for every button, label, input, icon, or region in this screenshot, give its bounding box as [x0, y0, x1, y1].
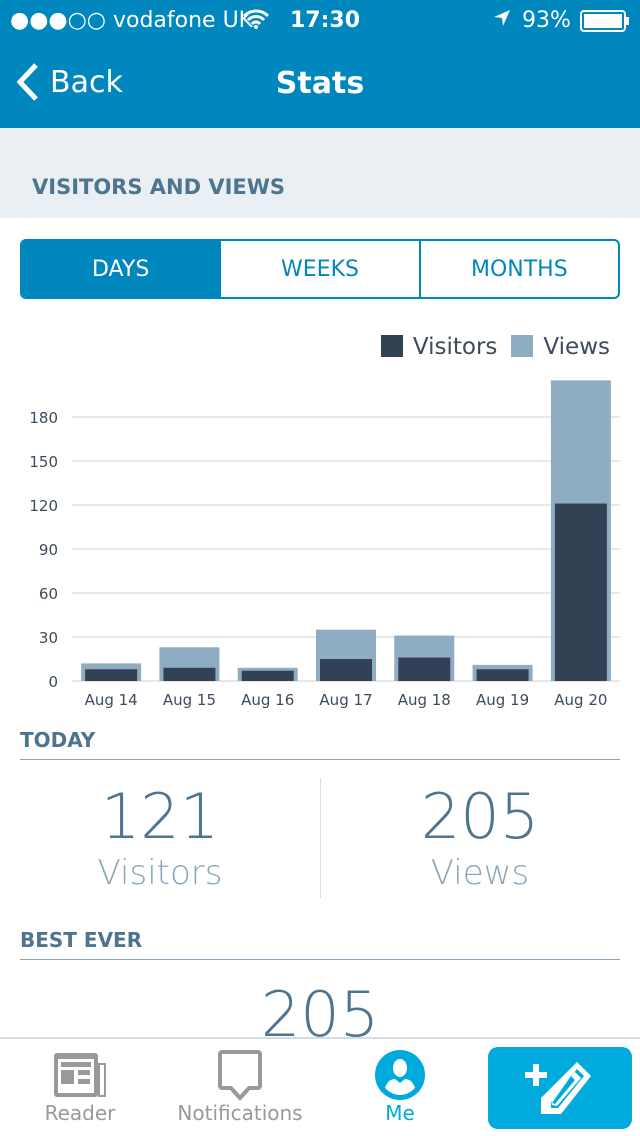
tab-me[interactable]: Me [350, 1049, 450, 1125]
tab-label: Me [385, 1101, 415, 1125]
notifications-icon [170, 1049, 310, 1101]
x-tick-label: Aug 14 [85, 691, 138, 709]
status-bar: ●●●○○ vodafone UK 17:30 93% [0, 6, 640, 36]
chevron-left-icon [16, 63, 38, 101]
today-visitors: 121 Visitors [20, 780, 300, 893]
write-icon [525, 1062, 591, 1114]
clock: 17:30 [290, 8, 361, 33]
x-tick-label: Aug 19 [476, 691, 529, 709]
legend-views: Views [511, 334, 610, 360]
bar-chart: 0 30 60 90 120 150 180 Aug 14 Aug 15 Aug 16 Aug 17… [29, 380, 620, 709]
period-segmented-control: DAYS WEEKS MONTHS [20, 239, 620, 299]
battery-icon [580, 10, 630, 38]
write-post-button[interactable] [488, 1047, 632, 1129]
visitors-label: Visitors [97, 853, 223, 893]
section-header: VISITORS AND VIEWS [0, 128, 640, 218]
carrier: ●●●○○ vodafone UK [10, 8, 254, 33]
page-title: Stats [275, 66, 365, 101]
section-title: VISITORS AND VIEWS [32, 175, 286, 199]
chart-legend: Visitors Views [380, 334, 610, 360]
x-tick-label: Aug 15 [163, 691, 216, 709]
segment-weeks[interactable]: WEEKS [219, 241, 418, 297]
visitors-swatch [380, 335, 403, 357]
visitors-bar [476, 669, 529, 681]
segment-months[interactable]: MONTHS [418, 241, 618, 297]
tab-reader[interactable]: Reader [20, 1049, 140, 1125]
y-tick-label: 30 [39, 629, 58, 647]
visitors-bar [554, 503, 607, 681]
reader-icon [20, 1049, 140, 1101]
x-tick-label: Aug 20 [554, 691, 607, 709]
battery-percent: 93% [522, 8, 571, 33]
tab-notifications[interactable]: Notifications [170, 1049, 310, 1125]
divider [20, 959, 620, 960]
views-count: 205 [420, 780, 540, 853]
segment-days[interactable]: DAYS [22, 241, 220, 297]
back-button[interactable]: Back [14, 62, 123, 102]
y-tick-label: 180 [29, 409, 58, 427]
divider [320, 778, 321, 898]
y-tick-label: 0 [48, 673, 58, 691]
tab-bar: Reader Notifications Me [0, 1037, 640, 1136]
legend-visitors: Visitors [380, 334, 497, 360]
location-icon [492, 8, 512, 34]
visitors-bar [320, 659, 372, 681]
visitors-count: 121 [100, 780, 220, 853]
visitors-bar [241, 670, 294, 681]
y-tick-label: 120 [29, 497, 58, 515]
me-icon [350, 1049, 450, 1101]
y-tick-label: 90 [39, 541, 58, 559]
back-label: Back [50, 64, 123, 100]
wifi-icon [242, 8, 270, 36]
best-ever-title: BEST EVER [20, 928, 143, 952]
top-bar: ●●●○○ vodafone UK 17:30 93% Back Stats [0, 0, 640, 128]
visitors-bar [85, 669, 138, 681]
divider [20, 759, 620, 760]
y-tick-label: 60 [39, 585, 58, 603]
tab-label: Notifications [177, 1101, 303, 1125]
y-tick-label: 150 [29, 453, 58, 471]
today-views: 205 Views [340, 780, 620, 893]
tab-label: Reader [44, 1101, 116, 1125]
x-tick-label: Aug 18 [398, 691, 451, 709]
today-title: TODAY [20, 728, 96, 752]
x-tick-label: Aug 16 [241, 691, 294, 709]
views-swatch [511, 335, 534, 357]
views-label: Views [430, 853, 530, 893]
visitors-bar [163, 667, 216, 681]
visitors-bar [398, 657, 451, 681]
x-tick-label: Aug 17 [319, 691, 372, 709]
